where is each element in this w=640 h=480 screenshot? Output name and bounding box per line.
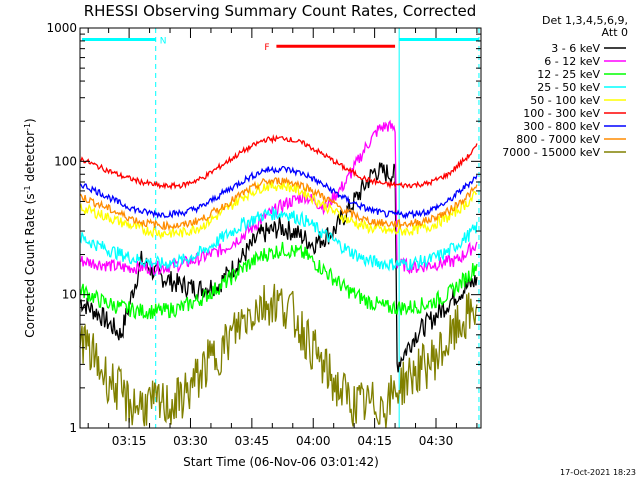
legend-header-1: Att 0 [602,26,628,39]
series-line-2 [79,241,478,320]
y-axis-label: Corrected Count Rate (s-1 detector-1) [23,118,38,337]
series-line-5 [79,134,478,191]
y-axis-label-part-4: ) [23,118,37,123]
chart-title: RHESSI Observing Summary Count Rates, Co… [84,2,477,20]
y-tick-label-0: 1 [69,421,77,435]
y-tick-label-3: 1000 [46,21,77,35]
x-axis-label: Start Time (06-Nov-06 03:01:42) [183,455,379,469]
y-axis-label-part-3: -1 [23,123,32,131]
series-line-8 [79,283,478,428]
y-axis-label-part-0: Corrected Count Rate (s [23,193,37,337]
x-tick-label-5: 04:30 [419,434,454,448]
series-line-3 [79,207,478,272]
legend-entry-0: 3 - 6 keV [551,42,600,55]
series-line-1 [79,119,478,276]
x-axis: 03:15 03:30 03:45 04:00 04:15 04:30 [87,28,478,448]
series-line-6 [79,165,478,220]
legend-entry-3: 25 - 50 keV [537,81,600,94]
series-line-4 [79,180,478,240]
footer-timestamp: 17-Oct-2021 18:23 [560,468,636,477]
y-tick-label-1: 10 [62,288,77,302]
legend-entry-7: 800 - 7000 keV [516,133,600,146]
series-group [79,119,478,428]
series-line-0 [79,162,478,373]
x-tick-label-2: 03:45 [235,434,270,448]
x-tick-label-1: 03:30 [173,434,208,448]
plot-frame [79,27,482,429]
legend-header-0: Det 1,3,4,5,6,9, [542,14,628,27]
legend-entry-1: 6 - 12 keV [544,55,600,68]
legend-entry-8: 7000 - 15000 keV [502,146,600,159]
series-line-7 [79,176,478,232]
y-axis-label-part-2: detector [23,131,37,186]
legend-entry-4: 50 - 100 keV [530,94,600,107]
x-tick-label-3: 04:00 [296,434,331,448]
legend-entry-2: 12 - 25 keV [537,68,600,81]
x-tick-label-4: 04:15 [357,434,392,448]
y-tick-label-2: 100 [54,154,77,168]
annotation-bar-label-1: F [264,43,269,53]
annotation-bar-label-0: N [160,36,167,46]
legend-entry-5: 100 - 300 keV [523,107,600,120]
y-axis-label-part-1: -1 [23,185,32,193]
x-tick-label-0: 03:15 [112,434,147,448]
legend-entry-6: 300 - 800 keV [523,120,600,133]
